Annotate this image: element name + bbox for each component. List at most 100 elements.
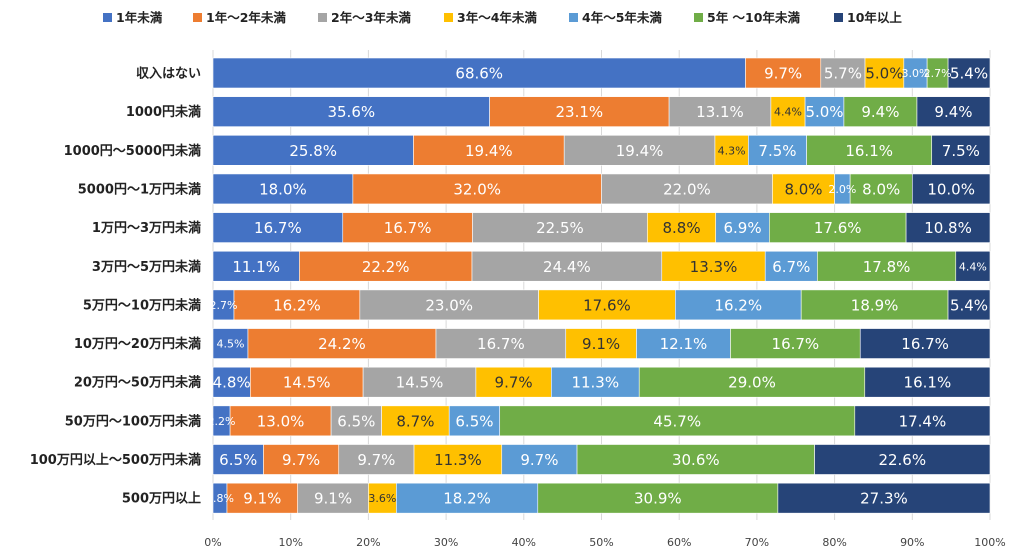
bar-segment <box>499 405 856 437</box>
legend-swatch <box>569 13 578 22</box>
bar-segment <box>475 366 552 398</box>
legend-label: 2年～3年未満 <box>331 10 411 25</box>
bar-segment <box>730 328 861 359</box>
data-label: 3.6% <box>368 492 396 505</box>
bar-segment <box>212 250 300 282</box>
bar-segment <box>864 57 905 89</box>
bar-segment <box>212 366 251 398</box>
bar-segment <box>772 173 835 205</box>
data-label: 16.7% <box>772 335 820 353</box>
data-label: 6.5% <box>337 412 375 430</box>
data-label: 8.7% <box>396 412 434 430</box>
category-label: 1万円～3万円未満 <box>92 220 201 236</box>
category-label: 5000円～1万円未満 <box>78 181 201 197</box>
data-label: 16.7% <box>901 335 949 353</box>
data-label: 5.7% <box>824 65 862 83</box>
bar-segment <box>381 405 450 437</box>
x-tick-label: 10% <box>278 536 302 549</box>
bar-segment <box>330 405 382 437</box>
bar-segment <box>501 444 578 475</box>
bar-segment <box>806 135 933 166</box>
data-label: 16.7% <box>254 219 302 237</box>
data-label: 2.7% <box>210 299 238 312</box>
data-label: 9.7% <box>357 451 395 469</box>
bar-segment <box>212 96 490 127</box>
data-label: 9.7% <box>764 65 802 83</box>
bar-segment <box>538 289 676 321</box>
bar-segment <box>675 289 802 321</box>
category-label: 100万円以上～500万円未満 <box>30 452 201 468</box>
data-label: 17.6% <box>814 219 862 237</box>
bar-segment <box>911 173 991 205</box>
data-label: 7.5% <box>942 142 980 160</box>
data-label: 13.0% <box>257 412 305 430</box>
data-label: 3.0% <box>902 67 930 80</box>
data-label: 29.0% <box>728 374 776 392</box>
category-label: 1000円未満 <box>126 104 201 120</box>
data-label: 2.2% <box>208 415 236 428</box>
bar-segment <box>777 482 991 514</box>
bar-segment <box>299 250 473 282</box>
bar-segment <box>916 96 991 127</box>
bar-segment <box>854 405 991 437</box>
bar-segment <box>359 289 539 321</box>
data-label: 5.0% <box>805 103 843 121</box>
data-label: 6.7% <box>772 258 810 276</box>
data-label: 9.1% <box>243 490 281 508</box>
data-label: 8.0% <box>784 180 822 198</box>
bar-segment <box>859 328 991 359</box>
data-label: 4.4% <box>774 106 802 119</box>
legend-swatch <box>318 13 327 22</box>
bar-segment <box>362 366 477 398</box>
data-label: 16.2% <box>273 296 321 314</box>
data-label: 17.6% <box>583 296 631 314</box>
data-label: 24.4% <box>543 258 591 276</box>
data-label: 10.8% <box>924 219 972 237</box>
legend-label: 10年以上 <box>847 10 902 25</box>
legend-swatch <box>193 13 202 22</box>
category-label: 1000円～5000円未満 <box>64 143 201 159</box>
data-label: 22.5% <box>536 219 584 237</box>
x-tick-label: 20% <box>356 536 380 549</box>
x-tick-label: 100% <box>974 536 1005 549</box>
legend-label: 1年未満 <box>116 10 163 25</box>
bar-segment <box>233 289 361 321</box>
legend-label: 1年～2年未満 <box>206 10 286 25</box>
category-label: 10万円～20万円未満 <box>74 336 201 352</box>
data-label: 9.1% <box>314 490 352 508</box>
data-label: 11.3% <box>571 374 619 392</box>
bar-segment <box>715 212 770 243</box>
data-label: 2.0% <box>828 183 856 196</box>
data-label: 16.1% <box>845 142 893 160</box>
bar-segment <box>435 328 567 359</box>
bar-segment <box>229 405 332 437</box>
data-label: 32.0% <box>453 180 501 198</box>
bar-segment <box>212 444 264 475</box>
bar-segment <box>212 328 249 359</box>
legend-swatch <box>694 13 703 22</box>
data-label: 6.5% <box>219 451 257 469</box>
bar-segment <box>636 328 731 359</box>
category-label: 5万円～10万円未満 <box>83 297 201 313</box>
data-label: 10.0% <box>927 180 975 198</box>
bar-segment <box>947 57 991 89</box>
bar-segment <box>955 250 991 282</box>
data-label: 23.0% <box>425 296 473 314</box>
data-label: 16.7% <box>384 219 432 237</box>
category-label: 収入はない <box>136 67 201 82</box>
bar-segment <box>748 135 807 166</box>
data-label: 9.4% <box>861 103 899 121</box>
bar-segment <box>489 96 670 127</box>
x-tick-label: 0% <box>204 536 221 549</box>
data-label: 22.0% <box>663 180 711 198</box>
bar-segment <box>714 135 749 166</box>
data-label: 4.5% <box>217 338 245 351</box>
x-tick-label: 50% <box>589 536 613 549</box>
data-label: 7.5% <box>758 142 796 160</box>
bar-segment <box>745 57 822 89</box>
bar-segment <box>338 444 415 475</box>
category-label: 500万円以上 <box>122 492 201 507</box>
data-label: 2.7% <box>924 67 952 80</box>
bar-segment <box>563 135 716 166</box>
bar-segment <box>212 212 344 243</box>
